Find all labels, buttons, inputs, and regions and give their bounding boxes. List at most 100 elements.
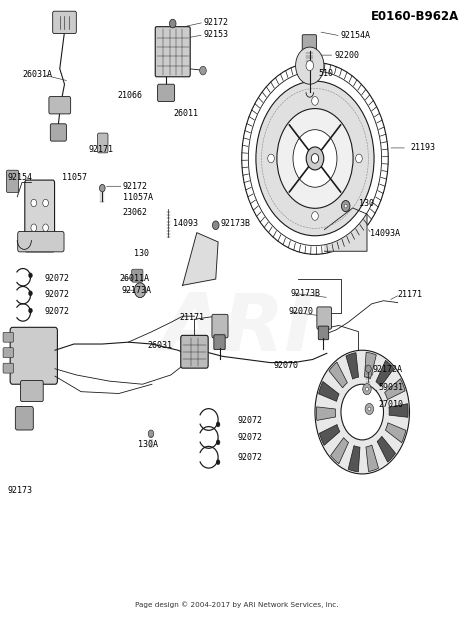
- Text: 92200: 92200: [334, 51, 359, 60]
- Circle shape: [341, 384, 383, 440]
- FancyBboxPatch shape: [20, 381, 43, 402]
- Text: Page design © 2004-2017 by ARI Network Services, Inc.: Page design © 2004-2017 by ARI Network S…: [135, 601, 339, 608]
- Circle shape: [31, 224, 36, 231]
- Text: 27010: 27010: [379, 399, 404, 409]
- FancyBboxPatch shape: [3, 332, 13, 342]
- Circle shape: [296, 47, 324, 84]
- Circle shape: [28, 308, 32, 313]
- Text: 92172A: 92172A: [373, 365, 402, 374]
- Circle shape: [341, 200, 350, 211]
- Text: 92070: 92070: [273, 361, 299, 370]
- Circle shape: [344, 204, 347, 208]
- FancyBboxPatch shape: [212, 314, 228, 338]
- Text: 510: 510: [318, 69, 333, 78]
- Text: 92072: 92072: [237, 453, 262, 462]
- FancyBboxPatch shape: [214, 335, 225, 350]
- FancyBboxPatch shape: [6, 170, 18, 192]
- Text: 92173B: 92173B: [291, 289, 320, 298]
- Wedge shape: [376, 360, 394, 386]
- Circle shape: [356, 154, 362, 163]
- Text: 26011: 26011: [173, 108, 198, 118]
- FancyBboxPatch shape: [50, 124, 66, 141]
- Text: 21066: 21066: [118, 91, 143, 100]
- Text: 26011A: 26011A: [120, 274, 150, 283]
- FancyBboxPatch shape: [302, 35, 317, 53]
- Circle shape: [365, 388, 368, 391]
- Text: 59031: 59031: [379, 383, 404, 392]
- Circle shape: [315, 350, 410, 474]
- Circle shape: [312, 211, 318, 220]
- Wedge shape: [346, 353, 358, 379]
- Circle shape: [268, 154, 274, 163]
- Circle shape: [148, 430, 154, 438]
- Wedge shape: [365, 352, 376, 378]
- Circle shape: [256, 81, 374, 236]
- Circle shape: [248, 71, 382, 246]
- Polygon shape: [182, 232, 218, 285]
- Text: 92172: 92172: [204, 18, 229, 27]
- Circle shape: [242, 63, 388, 254]
- Text: 21171: 21171: [398, 290, 423, 299]
- Wedge shape: [319, 381, 339, 401]
- Text: 14093A: 14093A: [370, 229, 400, 239]
- FancyBboxPatch shape: [10, 327, 57, 384]
- Circle shape: [28, 291, 32, 296]
- Circle shape: [200, 66, 206, 75]
- FancyBboxPatch shape: [3, 363, 13, 373]
- Circle shape: [212, 221, 219, 229]
- Text: 92072: 92072: [44, 290, 69, 299]
- Wedge shape: [329, 362, 347, 388]
- Wedge shape: [317, 407, 336, 420]
- FancyBboxPatch shape: [25, 180, 55, 252]
- Circle shape: [169, 19, 176, 28]
- Text: 21193: 21193: [411, 143, 436, 153]
- Wedge shape: [385, 423, 406, 443]
- FancyBboxPatch shape: [53, 11, 76, 33]
- Wedge shape: [319, 425, 340, 445]
- Text: 21171: 21171: [179, 313, 204, 322]
- Text: 92072: 92072: [44, 307, 69, 316]
- Polygon shape: [324, 208, 367, 251]
- Circle shape: [216, 440, 220, 445]
- Text: 92072: 92072: [237, 433, 262, 442]
- Circle shape: [28, 273, 32, 278]
- Wedge shape: [377, 436, 395, 462]
- Circle shape: [135, 283, 146, 298]
- FancyBboxPatch shape: [157, 84, 174, 102]
- Wedge shape: [384, 379, 405, 400]
- FancyBboxPatch shape: [318, 326, 328, 340]
- Circle shape: [216, 422, 220, 427]
- FancyBboxPatch shape: [132, 269, 143, 282]
- Text: ARI: ARI: [160, 290, 314, 368]
- FancyBboxPatch shape: [49, 97, 71, 114]
- Text: 92070: 92070: [289, 308, 314, 316]
- Circle shape: [312, 97, 318, 105]
- Circle shape: [363, 384, 371, 395]
- Text: 23062: 23062: [123, 208, 147, 217]
- Text: 92154A: 92154A: [341, 32, 371, 40]
- FancyBboxPatch shape: [18, 231, 64, 252]
- Circle shape: [368, 407, 371, 411]
- Text: 92173: 92173: [7, 486, 32, 495]
- Circle shape: [365, 365, 371, 373]
- Text: 11057: 11057: [62, 173, 87, 182]
- Text: 26031: 26031: [147, 342, 172, 350]
- Text: 92072: 92072: [237, 415, 262, 425]
- Text: 130: 130: [134, 249, 149, 257]
- Wedge shape: [348, 446, 360, 472]
- Circle shape: [306, 61, 314, 71]
- FancyBboxPatch shape: [181, 335, 208, 368]
- Circle shape: [43, 199, 48, 206]
- Text: 11057A: 11057A: [123, 193, 153, 202]
- Circle shape: [311, 154, 319, 163]
- Text: 14093: 14093: [173, 219, 198, 228]
- FancyBboxPatch shape: [15, 407, 33, 430]
- Circle shape: [43, 224, 48, 231]
- Text: 92153: 92153: [204, 30, 229, 39]
- Circle shape: [31, 199, 36, 206]
- FancyBboxPatch shape: [317, 307, 331, 329]
- Text: 92072: 92072: [44, 274, 69, 283]
- Circle shape: [277, 108, 353, 208]
- Text: 92173A: 92173A: [121, 286, 151, 294]
- Text: 26031A: 26031A: [22, 71, 52, 79]
